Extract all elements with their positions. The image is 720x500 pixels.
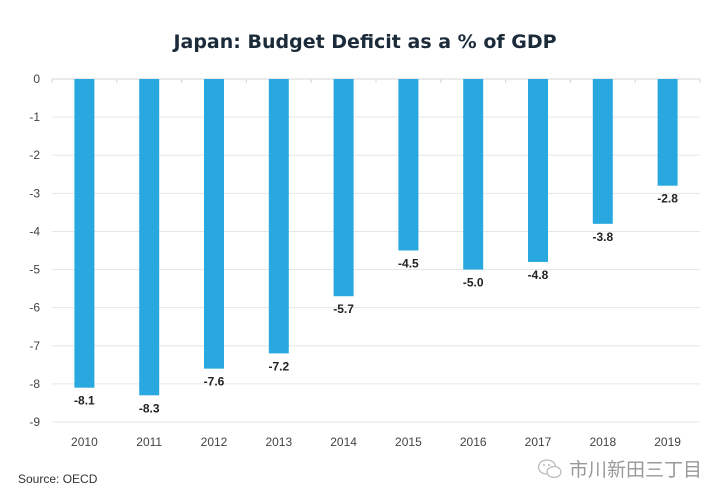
bar-2016: [463, 79, 484, 270]
bar-2018: [592, 79, 613, 224]
data-label: -4.5: [398, 257, 419, 271]
y-tick-label: -3: [29, 186, 40, 200]
x-tick-label: 2016: [460, 435, 487, 449]
data-label: -7.6: [204, 375, 225, 389]
watermark-text: 市川新田三丁目: [569, 459, 703, 481]
y-tick-label: -4: [29, 224, 40, 238]
x-tick-label: 2011: [136, 435, 162, 449]
bar-2017: [528, 79, 548, 262]
y-tick-label: -8: [29, 377, 40, 391]
data-label: -8.1: [74, 394, 95, 408]
data-label: -5.7: [333, 302, 354, 316]
bar-2013: [268, 79, 289, 354]
data-label: -3.8: [592, 230, 613, 244]
y-tick-label: -1: [29, 110, 40, 124]
x-tick-label: 2013: [265, 435, 292, 449]
y-tick-label: -7: [29, 339, 40, 353]
data-label: -4.8: [528, 268, 549, 282]
x-tick-label: 2019: [654, 435, 681, 449]
y-tick-label: -6: [29, 301, 40, 315]
watermark: 市川新田三丁目: [537, 455, 702, 482]
chart-title: Japan: Budget Deficit as a % of GDP: [171, 31, 556, 53]
x-tick-label: 2015: [395, 435, 422, 449]
bar-2014: [333, 79, 354, 297]
x-tick-label: 2017: [525, 435, 552, 449]
bar-2011: [139, 79, 160, 396]
source-note: Source: OECD: [18, 472, 98, 486]
y-tick-label: 0: [33, 72, 40, 86]
x-tick-label: 2014: [330, 435, 357, 449]
bar-2015: [398, 79, 419, 251]
data-label: -2.8: [657, 192, 678, 206]
wechat-icon: [537, 458, 562, 478]
x-tick-label: 2018: [589, 435, 616, 449]
y-tick-label: -9: [29, 415, 40, 429]
bar-2019: [657, 79, 678, 186]
data-label: -7.2: [268, 359, 289, 373]
bar-2012: [204, 79, 224, 369]
data-label: -8.3: [139, 401, 160, 415]
data-label: -5.0: [463, 276, 484, 290]
x-tick-label: 2010: [71, 435, 98, 449]
y-tick-label: -5: [29, 263, 40, 277]
bar-2010: [74, 79, 95, 388]
x-tick-label: 2012: [201, 435, 228, 449]
y-tick-label: -2: [29, 148, 40, 162]
